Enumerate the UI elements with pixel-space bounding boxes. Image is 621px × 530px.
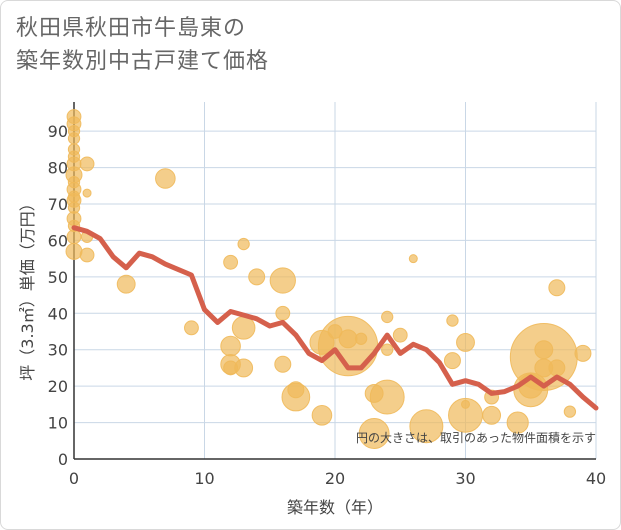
bubble-point xyxy=(79,156,95,172)
bubble-point xyxy=(364,383,384,403)
bubble-point xyxy=(443,352,461,370)
chart-title-line-2: 築年数別中古戸建て価格 xyxy=(16,49,270,74)
y-tick-label: 70 xyxy=(48,195,68,214)
bubble-point xyxy=(116,274,136,294)
y-tick-label: 80 xyxy=(48,159,68,178)
bubble-point xyxy=(392,327,408,343)
bubble-point xyxy=(309,329,335,355)
bubble-point xyxy=(482,405,502,425)
bubble-point xyxy=(82,188,92,198)
trend-line-layer xyxy=(71,225,599,411)
bubble-point xyxy=(311,404,333,426)
y-tick-label: 10 xyxy=(48,414,68,433)
bubble-point xyxy=(274,355,292,373)
y-tick-label: 40 xyxy=(48,304,68,323)
y-axis-title: 坪（3.3㎡）単価（万円） xyxy=(18,195,37,380)
bubble-point xyxy=(446,314,459,327)
tick-labels: 0 10 20 30 40 50 60 70 80 90 0 10 20 30 40 xyxy=(48,122,607,488)
bubble-point xyxy=(548,359,566,377)
bubble-point xyxy=(354,332,368,345)
bubble-point xyxy=(381,310,394,324)
bubble-point xyxy=(248,268,266,286)
bubble-point xyxy=(327,324,343,339)
y-tick-label: 0 xyxy=(58,450,68,469)
y-tick-label: 50 xyxy=(48,268,68,287)
x-tick-label: 0 xyxy=(69,469,79,488)
x-tick-label: 30 xyxy=(455,469,475,488)
bubble-point xyxy=(67,201,81,214)
chart-title-line-1: 秋田県秋田市牛島東の xyxy=(16,16,247,41)
bubble-point xyxy=(287,381,305,399)
bubble-point xyxy=(65,242,83,260)
bubble-point xyxy=(223,360,239,376)
bubble-point xyxy=(409,409,444,444)
chart-title: 秋田県秋田市牛島東の 築年数別中古戸建て価格 xyxy=(16,12,269,78)
bubble-point xyxy=(461,399,470,409)
y-tick-label: 60 xyxy=(48,231,68,250)
x-tick-label: 10 xyxy=(194,469,214,488)
bubble-point xyxy=(456,332,475,352)
bubble-point xyxy=(408,254,418,264)
bubble-point xyxy=(67,150,81,163)
bubble-point xyxy=(269,267,296,294)
grid-lines xyxy=(74,102,597,459)
bubble-point xyxy=(67,190,81,203)
y-tick-label: 90 xyxy=(48,122,68,141)
bubble-point xyxy=(67,132,81,145)
bubble-point xyxy=(184,320,199,336)
y-tick-label: 30 xyxy=(48,341,68,360)
bubble-point xyxy=(223,254,239,270)
bubble-point xyxy=(506,411,529,434)
bubble-point xyxy=(67,175,81,189)
trend-line xyxy=(71,225,599,411)
bubble-point xyxy=(79,247,95,263)
bubble-point xyxy=(534,340,554,360)
bubble-point xyxy=(574,344,592,362)
bubble-point xyxy=(548,279,566,297)
bubble-point xyxy=(237,237,250,251)
x-tick-label: 40 xyxy=(586,469,606,488)
bubble-point xyxy=(155,168,176,189)
bubble-point xyxy=(381,343,394,356)
bubble-point xyxy=(220,335,241,357)
bubble-point xyxy=(358,418,390,449)
y-tick-label: 20 xyxy=(48,377,68,396)
x-tick-label: 20 xyxy=(325,469,345,488)
bubble-point xyxy=(563,405,577,418)
bubbles xyxy=(65,109,592,449)
bubble-point xyxy=(275,305,291,321)
size-note: 円の大きさは、取引のあった物件面積を示す xyxy=(356,430,596,445)
x-axis-title: 築年数（年） xyxy=(287,498,383,517)
